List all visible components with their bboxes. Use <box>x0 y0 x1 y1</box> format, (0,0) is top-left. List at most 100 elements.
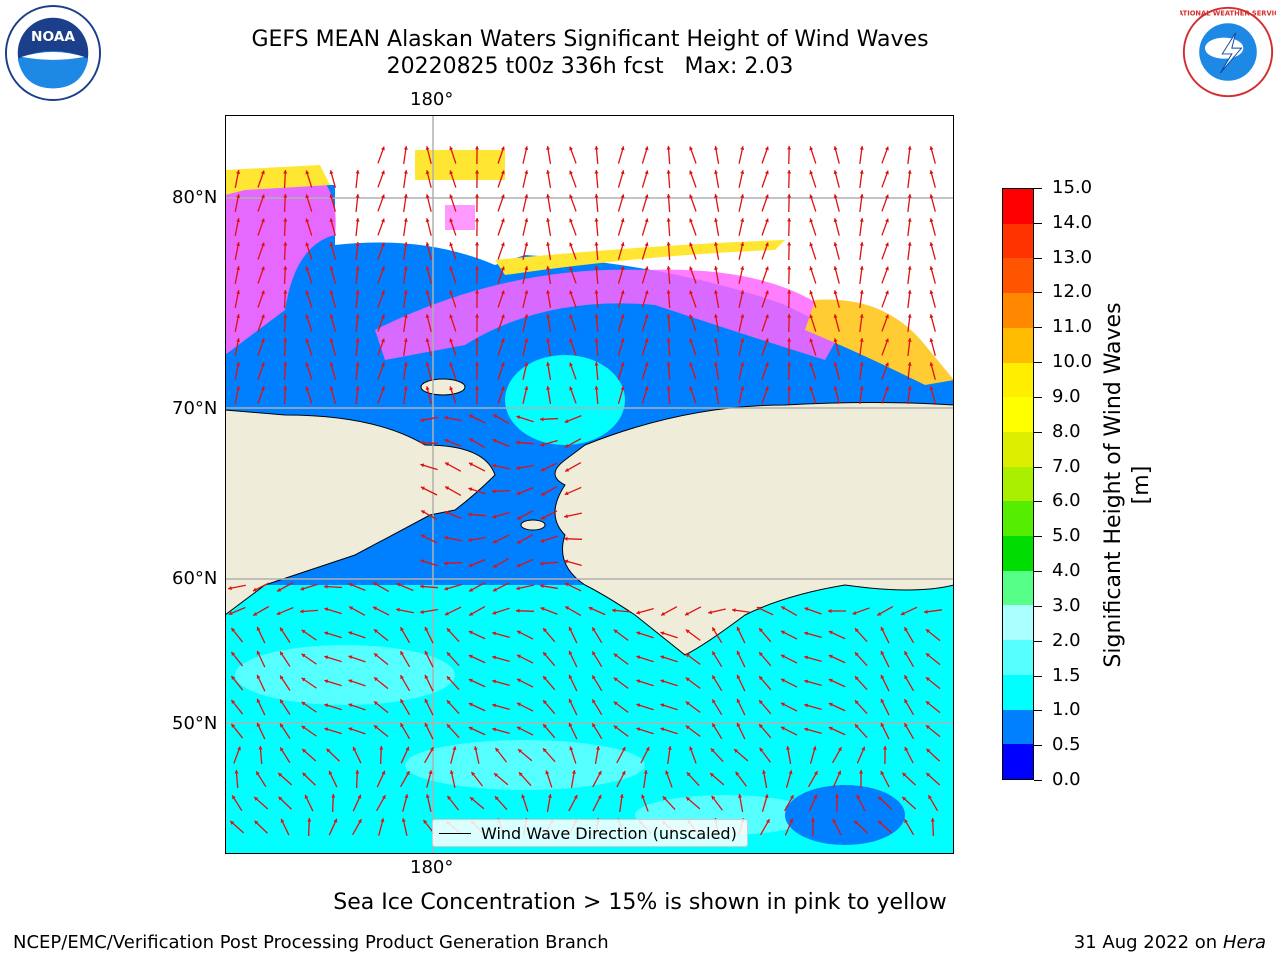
wind-arrow-head <box>569 218 574 223</box>
wind-arrow-head <box>540 584 544 589</box>
colorbar-tick <box>1034 188 1042 189</box>
wind-arrow-head <box>929 314 934 319</box>
wind-arrow-head <box>301 677 306 682</box>
wind-arrow-head <box>516 630 521 635</box>
wind-arrow-head <box>446 724 451 729</box>
colorbar-tick <box>1034 571 1042 573</box>
wind-arrow-head <box>449 290 454 295</box>
wind-arrow-head <box>620 194 625 199</box>
wind-arrow-head <box>740 242 745 246</box>
colorbar-segment <box>1003 466 1033 502</box>
wind-arrow-head <box>305 290 310 295</box>
wind-arrow-head <box>283 314 288 318</box>
wind-arrow-head <box>764 266 769 271</box>
wind-arrow-head <box>685 701 690 706</box>
wind-arrow-head <box>884 242 889 247</box>
wind-arrow-head <box>305 338 310 343</box>
colorbar-tick-label: 1.0 <box>1052 699 1081 721</box>
wind-arrow-head <box>524 194 529 199</box>
lat-label-80: 80°N <box>172 187 218 208</box>
wind-arrow-head <box>329 362 334 367</box>
wind-arrow-head <box>833 338 838 343</box>
wind-arrow-head <box>644 242 649 247</box>
wind-arrow-head <box>516 563 521 568</box>
wind-arrow-head <box>380 362 385 367</box>
wind-arrow-head <box>373 653 378 658</box>
wind-arrow-head <box>859 362 864 366</box>
wind-arrow-head <box>349 606 354 611</box>
wind-arrow-head <box>381 795 386 800</box>
wind-arrow-head <box>666 314 671 318</box>
wind-arrow-head <box>500 146 505 151</box>
wind-arrow-head <box>305 242 310 247</box>
wind-arrow-head <box>445 462 450 467</box>
wind-arrow-head <box>929 194 934 199</box>
sea-ice-footnote: Sea Ice Concentration > 15% is shown in … <box>333 890 947 915</box>
wind-arrow-head <box>569 314 574 319</box>
wind-arrow-head <box>546 218 551 222</box>
wind-arrow-head <box>904 747 909 752</box>
wind-arrow-head <box>500 314 505 319</box>
wind-arrow-head <box>444 510 449 515</box>
wind-arrow-head <box>929 386 934 391</box>
wind-arrow-head <box>500 218 505 223</box>
colorbar-segment <box>1003 397 1033 432</box>
colorbar-tick <box>1034 222 1042 224</box>
wind-arrow-head <box>517 515 522 520</box>
wind-arrow-head <box>859 290 864 294</box>
wind-arrow-head <box>568 626 573 631</box>
sea-ice-east <box>805 299 954 385</box>
wind-arrow-head <box>516 415 521 420</box>
wind-arrow-head <box>304 794 309 799</box>
wind-arrow-head <box>877 611 882 616</box>
wind-arrow-head <box>543 628 547 633</box>
wind-arrow-head <box>517 539 522 544</box>
wind-arrow-head <box>357 819 362 824</box>
wind-arrow-head <box>256 722 261 727</box>
wind-arrow-head <box>236 170 241 174</box>
wind-arrow-head <box>348 703 353 708</box>
wind-arrow-head <box>713 194 719 198</box>
wind-arrow-head <box>636 679 641 684</box>
wind-arrow-head <box>813 771 818 776</box>
wind-arrow-head <box>594 266 599 270</box>
wind-arrow-head <box>301 629 306 634</box>
wind-arrow-head <box>492 463 496 468</box>
wind-arrow-head <box>764 146 769 151</box>
wind-arrow-head <box>280 747 284 752</box>
wind-arrow-head <box>256 650 261 655</box>
wind-arrow-head <box>403 266 408 270</box>
wind-arrow-head <box>780 654 785 659</box>
wind-arrow-head <box>594 290 599 294</box>
wind-arrow-head <box>620 266 625 271</box>
wind-arrow-head <box>712 699 716 704</box>
wind-arrow-head <box>260 266 265 271</box>
wind-arrow-head <box>280 627 284 632</box>
wind-arrow-head <box>883 746 888 750</box>
wind-arrow-head <box>571 770 576 774</box>
wind-arrow-head <box>884 170 889 175</box>
wind-arrow-head <box>740 386 745 390</box>
wind-arrow-head <box>379 746 384 750</box>
wind-arrow-head <box>789 818 794 823</box>
wind-arrow-head <box>689 386 694 391</box>
wind-arrow-head <box>326 748 331 753</box>
wind-arrow-head <box>444 535 448 540</box>
wind-arrow-head <box>643 770 648 774</box>
wind-arrow-head <box>620 362 625 367</box>
wind-arrow-head <box>425 266 430 271</box>
wind-arrow-head <box>594 170 599 174</box>
wind-arrow-head <box>516 726 521 731</box>
wind-arrow-head <box>780 702 785 707</box>
wind-arrow-head <box>907 338 912 342</box>
wind-arrow-head <box>689 146 694 151</box>
wind-arrow-head <box>592 699 596 704</box>
wind-arrow-head <box>612 608 616 613</box>
wind-arrow-head <box>449 170 454 175</box>
colorbar-segment <box>1003 605 1033 641</box>
wind-arrow-head <box>492 489 496 494</box>
wind-arrow-head <box>620 170 625 175</box>
wind-arrow-head <box>425 386 430 391</box>
colorbar-tick <box>1034 466 1042 468</box>
wind-arrow-head <box>475 266 480 270</box>
